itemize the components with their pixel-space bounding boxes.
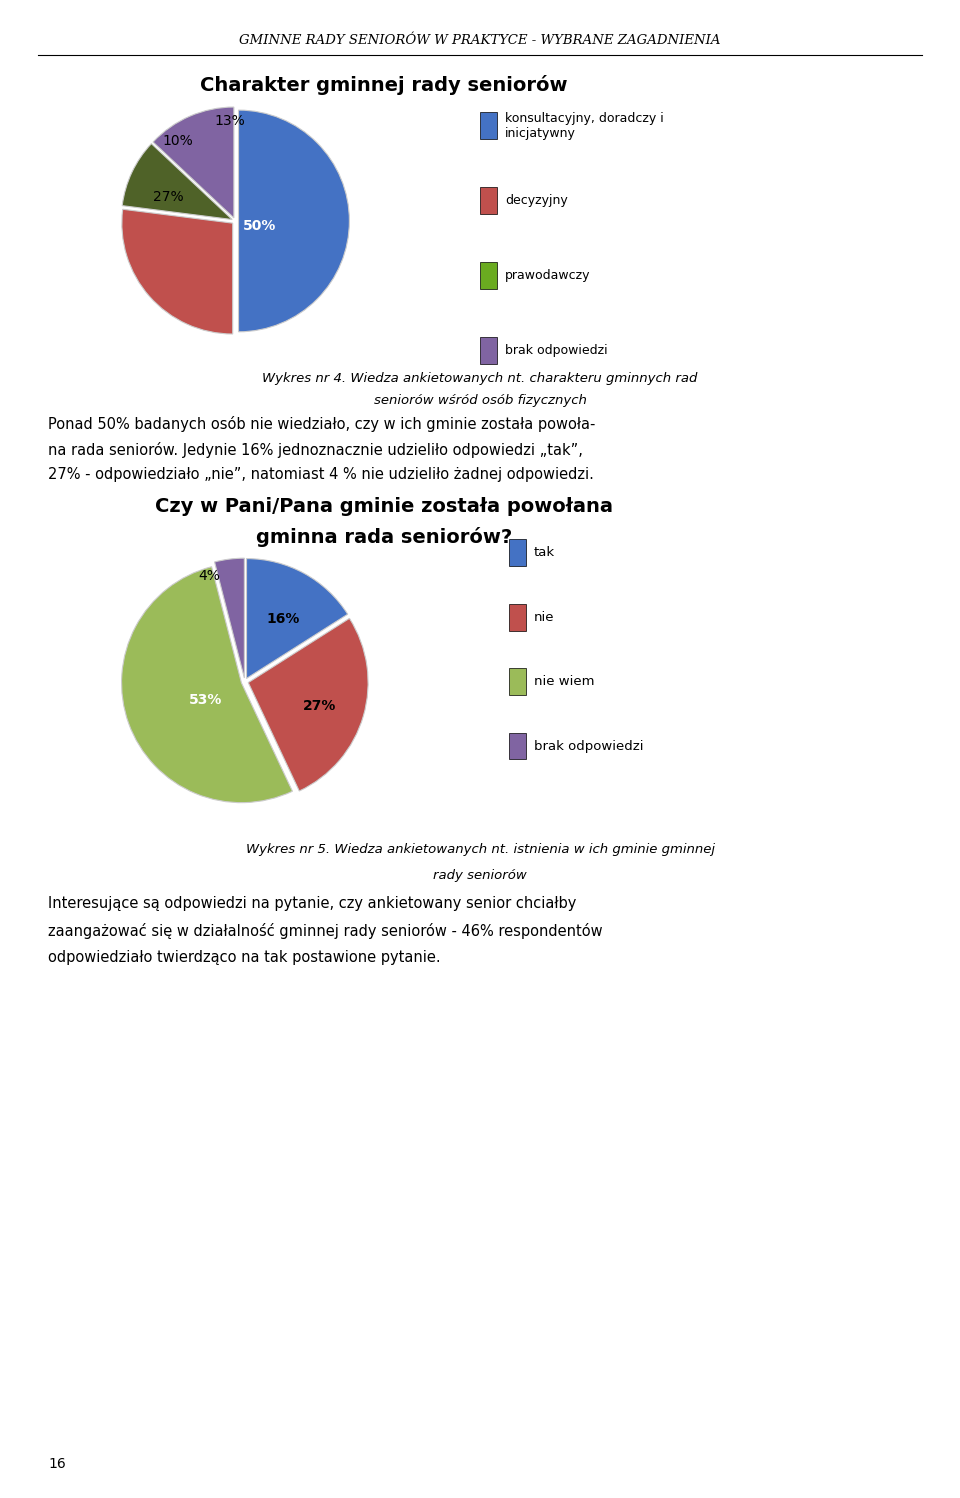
Text: nie wiem: nie wiem [534, 676, 594, 688]
Wedge shape [122, 144, 232, 220]
Text: 4%: 4% [198, 569, 220, 583]
Text: 13%: 13% [214, 114, 245, 129]
Text: GMINNE RADY SENIORÓW W PRAKTYCE - WYBRANE ZAGADNIENIA: GMINNE RADY SENIORÓW W PRAKTYCE - WYBRAN… [239, 34, 721, 48]
Wedge shape [214, 559, 245, 679]
Text: Interesujące są odpowiedzi na pytanie, czy ankietowany senior chciałby: Interesujące są odpowiedzi na pytanie, c… [48, 896, 576, 911]
Text: 27% - odpowiedziało „nie”, natomiast 4 % nie udzieliło żadnej odpowiedzi.: 27% - odpowiedziało „nie”, natomiast 4 %… [48, 467, 594, 482]
Text: Wykres nr 4. Wiedza ankietowanych nt. charakteru gminnych rad: Wykres nr 4. Wiedza ankietowanych nt. ch… [262, 372, 698, 385]
Wedge shape [122, 210, 232, 334]
Text: brak odpowiedzi: brak odpowiedzi [505, 345, 608, 357]
Text: Ponad 50% badanych osób nie wiedziało, czy w ich gminie została powoła-: Ponad 50% badanych osób nie wiedziało, c… [48, 416, 595, 433]
Text: konsultacyjny, doradczy i
inicjatywny: konsultacyjny, doradczy i inicjatywny [505, 112, 663, 139]
Text: 10%: 10% [162, 135, 193, 148]
Text: tak: tak [534, 547, 555, 559]
Text: Charakter gminnej rady seniorów: Charakter gminnej rady seniorów [201, 75, 567, 94]
Text: seniorów wśród osób fizycznych: seniorów wśród osób fizycznych [373, 394, 587, 407]
Text: odpowiedziało twierdząco na tak postawione pytanie.: odpowiedziało twierdząco na tak postawio… [48, 950, 441, 965]
Text: 50%: 50% [243, 220, 276, 234]
Text: rady seniorów: rady seniorów [433, 869, 527, 882]
Text: gminna rada seniorów?: gminna rada seniorów? [256, 527, 512, 547]
Wedge shape [247, 559, 348, 679]
Text: na rada seniorów. Jedynie 16% jednoznacznie udzieliło odpowiedzi „tak”,: na rada seniorów. Jedynie 16% jednoznacz… [48, 442, 583, 458]
Wedge shape [238, 109, 349, 333]
Text: Wykres nr 5. Wiedza ankietowanych nt. istnienia w ich gminie gminnej: Wykres nr 5. Wiedza ankietowanych nt. is… [246, 843, 714, 857]
Text: 27%: 27% [302, 698, 336, 713]
Text: nie: nie [534, 611, 554, 623]
Text: 16%: 16% [267, 613, 300, 626]
Text: zaangażować się w działalność gminnej rady seniorów - 46% respondentów: zaangażować się w działalność gminnej ra… [48, 923, 603, 939]
Wedge shape [249, 619, 368, 791]
Wedge shape [153, 106, 234, 217]
Text: decyzyjny: decyzyjny [505, 195, 567, 207]
Text: brak odpowiedzi: brak odpowiedzi [534, 740, 643, 752]
Text: Czy w Pani/Pana gminie została powołana: Czy w Pani/Pana gminie została powołana [155, 497, 613, 517]
Wedge shape [122, 566, 293, 803]
Text: prawodawczy: prawodawczy [505, 270, 590, 282]
Text: 53%: 53% [188, 692, 222, 707]
Text: 27%: 27% [154, 190, 184, 204]
Text: 16: 16 [48, 1458, 65, 1471]
